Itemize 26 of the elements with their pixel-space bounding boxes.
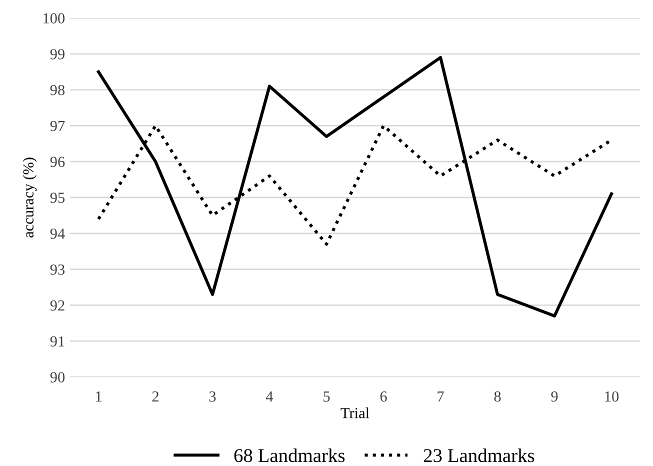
x-tick-label: 5 (324, 391, 330, 402)
y-tick-label: 97 (50, 120, 65, 132)
y-axis-title: accuracy (%) (22, 158, 37, 238)
x-axis-title: Trial (340, 408, 370, 418)
line-series (96, 56, 614, 318)
y-tick-label: 99 (50, 49, 65, 60)
y-tick-label: 93 (50, 264, 65, 275)
y-tick-label: 98 (50, 84, 65, 96)
y-tick-label: 92 (50, 300, 64, 311)
y-tick-label: 91 (50, 336, 64, 347)
y-tick-label: 100 (44, 13, 65, 24)
x-tick-label: 1 (96, 391, 102, 402)
x-tick-label: 10 (605, 391, 619, 402)
y-tick-label: 96 (50, 156, 65, 168)
x-tick-label: 2 (152, 391, 158, 402)
x-tick-label: 9 (551, 391, 558, 402)
x-tick-label: 6 (380, 391, 387, 402)
y-tick-label: 94 (50, 228, 65, 239)
y-tick-label: 95 (50, 192, 65, 203)
y-tick-label: 90 (50, 372, 65, 382)
legend-label: 23 Landmarks (424, 448, 534, 462)
legend-label: 68 Landmarks (234, 448, 345, 462)
x-tick-label: 4 (266, 391, 274, 402)
x-tick-label: 7 (438, 391, 444, 402)
x-tick-label: 3 (209, 391, 216, 402)
x-tick-label: 8 (494, 391, 501, 402)
